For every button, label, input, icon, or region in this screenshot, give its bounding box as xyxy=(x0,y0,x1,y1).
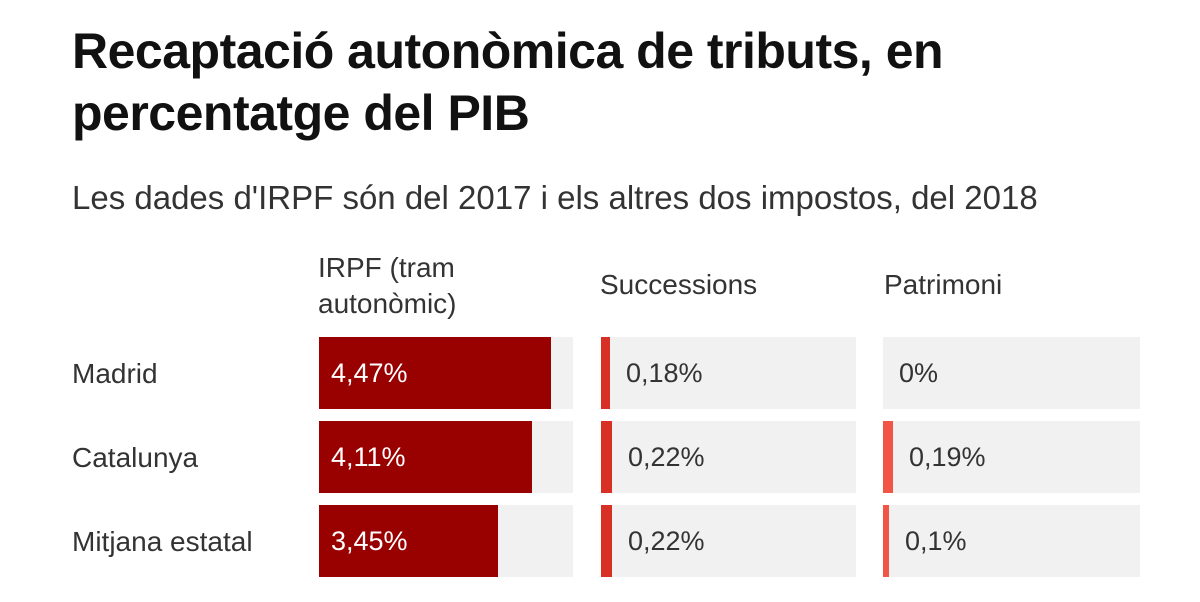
data-label-irpf-madrid: 4,47% xyxy=(331,358,408,388)
bar-track-irpf-mitjana-estatal: 3,45% xyxy=(319,505,573,577)
chart-subtitle: Les dades d'IRPF són del 2017 i els altr… xyxy=(72,179,1038,216)
bar-irpf-catalunya xyxy=(319,421,532,493)
column-header-patrimoni: Patrimoni xyxy=(884,269,1003,300)
bar-successions-catalunya xyxy=(601,421,612,493)
bar-track-patrimoni-catalunya: 0,19% xyxy=(883,421,1140,493)
bar-irpf-madrid xyxy=(319,337,551,409)
data-label-patrimoni-madrid: 0% xyxy=(899,358,939,388)
bar-track-successions-catalunya: 0,22% xyxy=(601,421,856,493)
data-label-patrimoni-mitjana-estatal: 0,1% xyxy=(905,526,967,556)
data-label-successions-catalunya: 0,22% xyxy=(628,442,705,472)
data-label-irpf-catalunya: 4,11% xyxy=(331,442,406,472)
bar-track-successions-mitjana-estatal: 0,22% xyxy=(601,505,856,577)
row-label-catalunya: Catalunya xyxy=(72,442,199,473)
bar-track-irpf-catalunya: 4,11% xyxy=(319,421,573,493)
row-label-madrid: Madrid xyxy=(72,358,158,389)
bar-patrimoni-catalunya xyxy=(883,421,893,493)
column-header-successions: Successions xyxy=(600,269,758,300)
bar-track-patrimoni-mitjana-estatal: 0,1% xyxy=(883,505,1140,577)
data-label-successions-madrid: 0,18% xyxy=(626,358,703,388)
bar-track-successions-madrid: 0,18% xyxy=(601,337,856,409)
column-header-irpf: IRPF (tram autonòmic) xyxy=(318,252,457,319)
data-label-patrimoni-catalunya: 0,19% xyxy=(909,442,986,472)
bar-track-irpf-madrid: 4,47% xyxy=(319,337,573,409)
bar-successions-mitjana-estatal xyxy=(601,505,612,577)
data-label-successions-mitjana-estatal: 0,22% xyxy=(628,526,705,556)
bar-track-patrimoni-madrid: 0% xyxy=(883,337,1140,409)
row-label-mitjana-estatal: Mitjana estatal xyxy=(72,526,253,557)
data-label-irpf-mitjana-estatal: 3,45% xyxy=(331,526,408,556)
bar-patrimoni-mitjana-estatal xyxy=(883,505,889,577)
chart-title: Recaptació autonòmica de tributs, en per… xyxy=(72,23,944,141)
bar-irpf-mitjana-estatal xyxy=(319,505,498,577)
bar-successions-madrid xyxy=(601,337,610,409)
